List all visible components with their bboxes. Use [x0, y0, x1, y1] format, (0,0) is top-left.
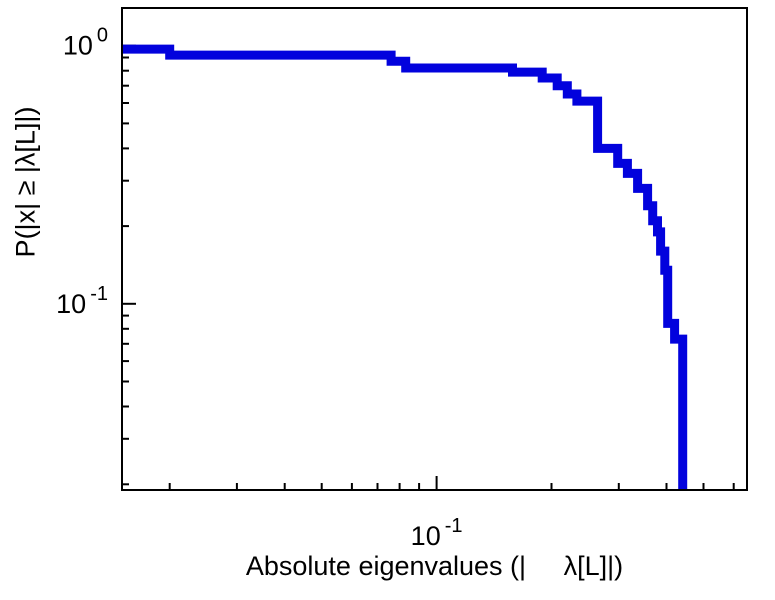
x-tick-label: 10 -1: [411, 515, 463, 551]
x-axis-title: Absolute eigenvalues (| λ[L]|): [245, 551, 624, 581]
plot-frame: [121, 7, 748, 491]
ccdf-curve: [122, 44, 688, 490]
axis-ticks: [122, 44, 735, 490]
series-group: [122, 44, 688, 490]
y-tick-label: 10 0: [63, 25, 108, 61]
y-tick-label: 10 -1: [56, 283, 108, 319]
tick-labels: 10 0 10 -1 10 -1: [56, 25, 462, 551]
y-axis-title: P(|x| ≥ |λ[L]|): [10, 106, 41, 258]
